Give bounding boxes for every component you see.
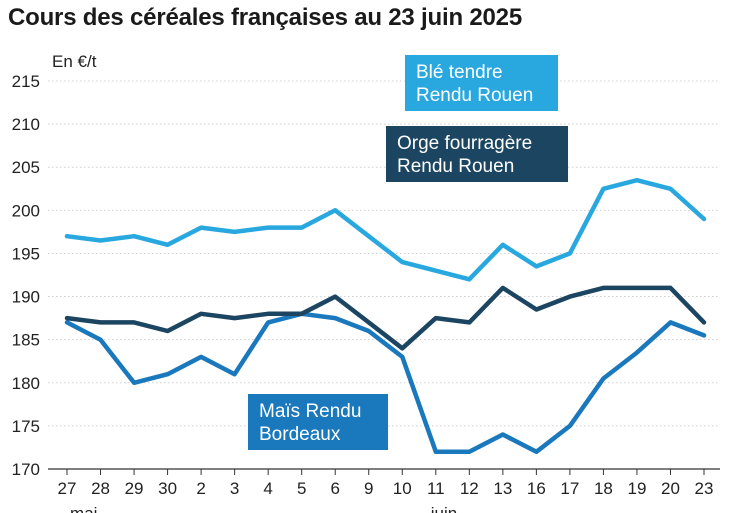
series-label-text: Rendu Rouen: [416, 85, 533, 106]
x-tick-label: 18: [594, 479, 613, 498]
x-tick-label: 27: [58, 479, 77, 498]
x-tick-label: 13: [493, 479, 512, 498]
x-tick-label: 3: [230, 479, 239, 498]
y-tick-label: 185: [12, 331, 40, 350]
series-lines: [64, 177, 707, 455]
y-tick-label: 180: [12, 374, 40, 393]
x-tick-label: 6: [330, 479, 339, 498]
month-label: juin: [430, 504, 457, 513]
series-label-text: Blé tendre: [416, 62, 503, 83]
x-tick-label: 4: [263, 479, 272, 498]
series-label-text: Orge fourragère: [397, 133, 532, 154]
x-tick-label: 28: [91, 479, 110, 498]
chart-title: Cours des céréales françaises au 23 juin…: [8, 4, 522, 31]
x-tick-label: 9: [364, 479, 373, 498]
series-line: [64, 285, 707, 351]
x-tick-label: 5: [297, 479, 306, 498]
x-tick-label: 12: [460, 479, 479, 498]
unit-label: En €/t: [52, 52, 97, 71]
y-tick-label: 215: [12, 72, 40, 91]
series-line: [64, 311, 707, 455]
month-label: mai: [70, 504, 97, 513]
y-tick-label: 195: [12, 244, 40, 263]
y-tick-label: 190: [12, 288, 40, 307]
series-label-text: Maïs Rendu: [259, 401, 361, 422]
x-axis: 2728293023456910111213161718192023maijui…: [58, 469, 714, 513]
y-axis: 170 175 180 185 190 195 200 205 210 215: [12, 72, 40, 479]
series-label-text: Rendu Rouen: [397, 156, 514, 177]
x-tick-label: 19: [627, 479, 646, 498]
x-tick-label: 10: [393, 479, 412, 498]
x-tick-label: 17: [560, 479, 579, 498]
series-label-box: [248, 394, 388, 450]
y-tick-label: 200: [12, 201, 40, 220]
x-tick-label: 16: [527, 479, 546, 498]
x-tick-label: 20: [661, 479, 680, 498]
x-tick-label: 29: [125, 479, 144, 498]
x-tick-label: 30: [158, 479, 177, 498]
series-label-box: [405, 55, 558, 111]
y-tick-label: 175: [12, 417, 40, 436]
series-label-text: Bordeaux: [259, 424, 341, 445]
y-tick-label: 170: [12, 460, 40, 479]
x-tick-label: 11: [427, 479, 445, 498]
series-line: [64, 177, 707, 282]
x-tick-label: 23: [695, 479, 714, 498]
x-tick-label: 2: [196, 479, 205, 498]
series-label-box: [386, 126, 568, 182]
y-tick-label: 210: [12, 115, 40, 134]
y-tick-label: 205: [12, 158, 40, 177]
